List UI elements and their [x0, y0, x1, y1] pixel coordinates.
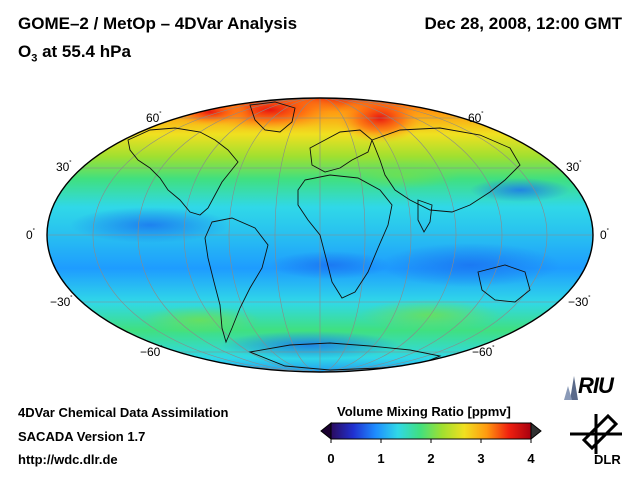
colorbar-tick-4: 4 — [527, 451, 535, 466]
species-formula: O — [18, 42, 32, 61]
map-subtitle: O3 at 55.4 hPa — [18, 42, 131, 64]
riu-logo-icon — [564, 376, 578, 400]
lat-label-right-30: 30˚ — [566, 160, 582, 174]
lat-label-right-minus30: −30˚ — [568, 295, 591, 309]
coast-greenland — [249, 101, 296, 133]
coast-africa — [297, 174, 393, 299]
colorbar-tick-1: 1 — [377, 451, 385, 466]
coast-australia — [477, 264, 531, 303]
lat-label-right-0: 0˚ — [600, 228, 610, 242]
colorbar-title: Volume Mixing Ratio [ppmv] — [337, 404, 511, 419]
colorbar-tick-3: 3 — [477, 451, 485, 466]
species-subscript: 3 — [31, 52, 38, 65]
lat-label-left-30: 30˚ — [56, 160, 72, 174]
coastlines — [127, 101, 531, 371]
lat-label-right-60: 60˚ — [468, 111, 484, 125]
colorbar — [320, 421, 542, 443]
pressure-level: at 55.4 hPa — [37, 42, 131, 61]
footer-link[interactable]: http://wdc.dlr.de — [18, 452, 118, 467]
coast-antarctica — [248, 342, 442, 371]
colorbar-tick-2: 2 — [427, 451, 435, 466]
riu-logo-text: RIU — [578, 373, 614, 398]
colorbar-tick-0: 0 — [327, 451, 335, 466]
lat-label-left-minus30: −30˚ — [50, 295, 73, 309]
colorbar-over-arrow — [530, 421, 542, 441]
dlr-logo-icon — [570, 413, 622, 454]
coast-north-america — [127, 127, 239, 216]
coast-europe — [309, 129, 373, 173]
coast-asia — [371, 127, 521, 213]
lat-label-left-60: 60˚ — [146, 111, 162, 125]
coast-south-america — [204, 217, 269, 344]
analysis-datetime: Dec 28, 2008, 12:00 GMT — [424, 14, 622, 33]
footer-line-2: SACADA Version 1.7 — [18, 429, 146, 444]
dlr-logo-text: DLR — [594, 452, 621, 467]
colorbar-under-arrow — [320, 421, 332, 441]
colorbar-gradient — [330, 422, 532, 440]
lat-label-left-minus60: −60˚ — [140, 345, 163, 359]
map-frame — [46, 97, 594, 373]
coast-india — [417, 199, 433, 233]
lat-label-left-0: 0˚ — [26, 228, 36, 242]
footer-line-1: 4DVar Chemical Data Assimilation — [18, 405, 229, 420]
map-title: GOME–2 / MetOp – 4DVar Analysis — [18, 14, 298, 33]
lat-label-right-minus60: −60˚ — [472, 345, 495, 359]
